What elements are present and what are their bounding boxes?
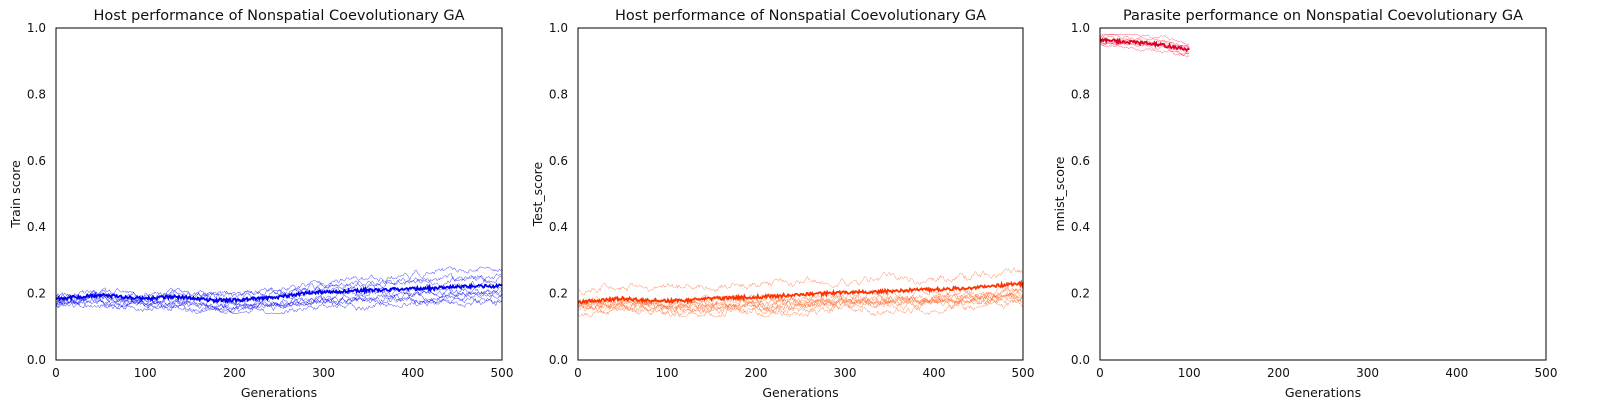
x-tick-label: 100 (656, 366, 679, 380)
y-tick-label: 0.8 (549, 87, 568, 101)
y-tick-label: 0.8 (1071, 87, 1090, 101)
y-tick-label: 0.6 (27, 154, 46, 168)
y-axis-label: Test_score (530, 161, 545, 227)
x-tick-label: 0 (574, 366, 582, 380)
y-tick-label: 0.2 (1071, 287, 1090, 301)
x-tick-label: 500 (491, 366, 514, 380)
x-axis-label: Generations (762, 385, 838, 400)
x-tick-label: 500 (1535, 366, 1558, 380)
y-tick-label: 0.0 (549, 353, 568, 367)
x-tick-label: 300 (1356, 366, 1379, 380)
run-traces (577, 267, 1024, 318)
run-line-6 (56, 272, 503, 306)
y-tick-label: 0.8 (27, 87, 46, 101)
y-tick-label: 0.4 (1071, 220, 1090, 234)
mean-line (1099, 37, 1190, 53)
y-tick-label: 1.0 (549, 21, 568, 35)
run-line-6 (577, 267, 1024, 296)
run-line-2 (55, 266, 503, 299)
x-tick-label: 500 (1012, 366, 1035, 380)
x-tick-label: 300 (312, 366, 335, 380)
chart-title: Parasite performance on Nonspatial Coevo… (1123, 8, 1523, 24)
x-tick-label: 400 (1445, 366, 1468, 380)
y-tick-label: 0.2 (27, 287, 46, 301)
run-line-3 (1099, 34, 1190, 47)
run-traces (55, 266, 503, 314)
y-tick-label: 0.2 (549, 287, 568, 301)
x-tick-label: 300 (834, 366, 857, 380)
x-tick-label: 100 (134, 366, 157, 380)
y-tick-label: 0.0 (1071, 353, 1090, 367)
run-line-10 (577, 288, 1024, 312)
run-line-5 (55, 292, 503, 310)
y-axis-label: Train score (8, 160, 23, 229)
x-tick-label: 400 (401, 366, 424, 380)
subplot-2: Host performance of Nonspatial Coevoluti… (530, 8, 1034, 400)
mean-line (55, 282, 503, 305)
y-tick-label: 0.6 (1071, 154, 1090, 168)
subplot-1: Host performance of Nonspatial Coevoluti… (8, 8, 513, 400)
y-tick-label: 0.4 (549, 220, 568, 234)
plot-frame (577, 27, 1024, 361)
x-tick-label: 0 (1096, 366, 1104, 380)
x-tick-label: 400 (923, 366, 946, 380)
chart-title: Host performance of Nonspatial Coevoluti… (615, 8, 986, 24)
run-line-1 (55, 290, 503, 314)
subplot-3: Parasite performance on Nonspatial Coevo… (1052, 8, 1557, 400)
y-tick-label: 0.0 (27, 353, 46, 367)
y-tick-label: 0.6 (549, 154, 568, 168)
chart-title: Host performance of Nonspatial Coevoluti… (93, 8, 464, 24)
plot-frame (55, 27, 503, 361)
run-traces (1099, 34, 1190, 58)
x-tick-label: 200 (223, 366, 246, 380)
y-tick-label: 1.0 (27, 21, 46, 35)
x-tick-label: 200 (745, 366, 768, 380)
run-line-3 (577, 293, 1024, 315)
run-line-2 (577, 288, 1024, 318)
x-tick-label: 100 (1178, 366, 1201, 380)
y-axis-label: mnist_score (1052, 156, 1067, 231)
run-line-8 (1099, 43, 1190, 58)
run-line-5 (1099, 34, 1190, 47)
x-tick-label: 0 (52, 366, 60, 380)
x-axis-label: Generations (241, 385, 317, 400)
x-axis-label: Generations (1285, 385, 1361, 400)
run-line-7 (55, 274, 503, 301)
y-tick-label: 1.0 (1071, 21, 1090, 35)
run-line-4 (55, 297, 503, 314)
mean-line (577, 279, 1024, 305)
plot-frame (1099, 27, 1547, 361)
y-tick-label: 0.4 (27, 220, 46, 234)
x-tick-label: 200 (1267, 366, 1290, 380)
run-line-5 (577, 289, 1024, 309)
run-line-4 (577, 298, 1024, 318)
run-line-9 (577, 294, 1024, 313)
